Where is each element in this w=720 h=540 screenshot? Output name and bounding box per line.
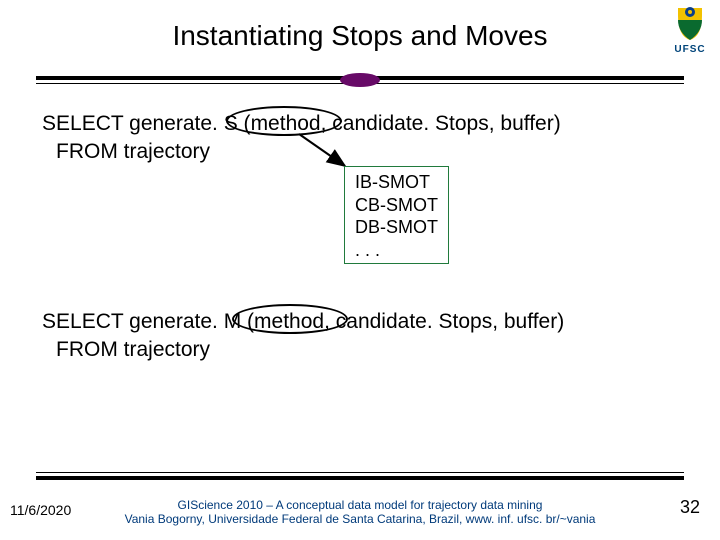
bottom-rule — [36, 472, 684, 480]
footer-venue: GIScience 2010 – A conceptual data model… — [0, 498, 720, 526]
venue-line: Vania Bogorny, Universidade Federal de S… — [125, 512, 596, 526]
method-item: DB-SMOT — [355, 216, 438, 239]
sql-text: SELECT generate. S ( — [42, 112, 251, 135]
method-item: . . . — [355, 239, 438, 262]
method-item: CB-SMOT — [355, 194, 438, 217]
sql-text: SELECT generate. M ( — [42, 310, 254, 333]
ufsc-logo: UFSC — [670, 4, 710, 55]
slide: Instantiating Stops and Moves UFSC SELEC… — [0, 0, 720, 540]
top-rule — [36, 76, 684, 84]
sql-moves: SELECT generate. M (method, candidate. S… — [42, 308, 564, 365]
sql-from: FROM trajectory — [42, 336, 564, 364]
rule-dot-icon — [340, 73, 380, 87]
shield-icon — [670, 4, 710, 44]
venue-line: GIScience 2010 – A conceptual data model… — [178, 498, 543, 512]
method-item: IB-SMOT — [355, 171, 438, 194]
method-list-box: IB-SMOT CB-SMOT DB-SMOT . . . — [344, 166, 449, 264]
sql-text: , candidate. Stops, buffer) — [324, 310, 564, 333]
sql-method-keyword: method — [254, 310, 324, 333]
slide-title: Instantiating Stops and Moves — [0, 20, 720, 52]
logo-label: UFSC — [670, 44, 710, 55]
page-number: 32 — [680, 497, 700, 518]
